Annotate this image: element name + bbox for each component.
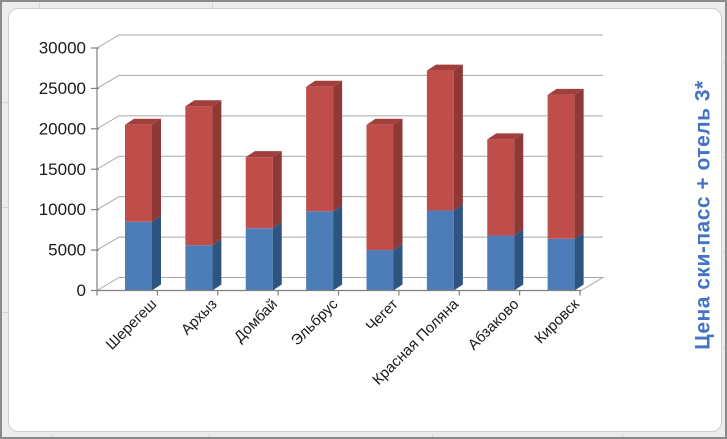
bar-face-front-top [426, 70, 454, 211]
bar-group[interactable] [426, 64, 463, 291]
sheet-gridline [2, 207, 8, 208]
category-label: Шерегеш [103, 296, 160, 353]
bar-face-side-top [333, 80, 343, 212]
vertical-axis-title: Цена ски-пасс + отель 3* [691, 80, 715, 350]
sheet-gridline [2, 102, 8, 103]
bar-face-front-bottom [306, 211, 334, 291]
bar-face-cap [185, 100, 222, 107]
sheet-gridline [723, 157, 725, 158]
bar-face-side-top [514, 133, 524, 236]
bar-face-side-bottom [453, 204, 463, 291]
bar-face-front-top [125, 124, 152, 222]
bar-face-side-top [152, 118, 161, 222]
category-label: Домбай [231, 296, 281, 346]
y-tick-label: 5000 [48, 241, 86, 260]
bar-face-front-bottom [547, 238, 575, 291]
sheet-gridline [723, 62, 725, 63]
y-gridline [96, 236, 603, 251]
bar-face-front-top [306, 86, 334, 212]
bar-face-side-top [393, 118, 403, 251]
bar-face-side-bottom [393, 244, 403, 291]
bar-face-front-top [245, 157, 273, 229]
y-gridline [96, 115, 603, 130]
bar-group[interactable] [245, 151, 282, 291]
bar-face-cap [125, 118, 161, 125]
bar-face-front-top [547, 94, 575, 239]
sheet-gridline [432, 434, 433, 437]
sheet-gridline [212, 2, 213, 8]
category-label: Эльбрус [288, 295, 342, 349]
y-tick-label: 20000 [39, 119, 86, 138]
bar-face-side-bottom [333, 205, 343, 291]
bar-group[interactable] [366, 118, 403, 291]
y-gridline [96, 196, 603, 211]
y-tick-label: 10000 [39, 200, 86, 219]
bar-face-cap [426, 64, 463, 71]
bar-group[interactable] [547, 88, 584, 291]
bar-face-side-bottom [514, 229, 524, 291]
bar-face-front-bottom [366, 250, 394, 291]
bar-face-front-bottom [426, 210, 454, 291]
bar-face-front-top [487, 139, 515, 236]
sheet-gridline [2, 312, 8, 313]
bar-group[interactable] [306, 80, 343, 291]
category-label: Кировск [531, 296, 583, 348]
bar-group[interactable] [185, 100, 222, 291]
sheet-gridline [39, 2, 40, 8]
bar-face-side-bottom [152, 215, 161, 291]
chart-floor [95, 277, 605, 291]
y-gridline [96, 74, 603, 89]
bar-face-front-top [366, 124, 394, 251]
bar-face-front-bottom [125, 221, 152, 291]
y-tick-label: 15000 [39, 160, 86, 179]
bar-face-front-bottom [185, 245, 213, 291]
bar-group[interactable] [125, 118, 161, 291]
bar-face-side-bottom [212, 239, 222, 291]
bar-face-front-bottom [245, 228, 273, 291]
sheet-gridline [622, 434, 623, 437]
bar-face-front-bottom [487, 235, 515, 291]
bar-face-side-top [272, 151, 282, 229]
sheet-gridline [209, 434, 210, 437]
category-label: Архыз [178, 296, 221, 339]
y-gridline [96, 155, 603, 170]
bar-face-side-bottom [272, 222, 282, 291]
bar-face-cap [547, 88, 584, 95]
bar-face-front-top [185, 106, 213, 246]
sheet-gridline [723, 347, 725, 348]
bar-face-side-top [453, 64, 463, 211]
bar-face-side-top [574, 88, 584, 239]
bar-face-side-top [212, 100, 222, 246]
bar-face-cap [487, 133, 524, 140]
y-gridline [96, 34, 603, 49]
sheet-gridline [723, 252, 725, 253]
category-label: Абзаково [465, 296, 523, 354]
y-tick-label: 25000 [39, 79, 86, 98]
bar-face-cap [306, 80, 343, 87]
bar-face-cap [245, 151, 282, 158]
category-label: Чегет [363, 296, 402, 335]
bar-face-side-bottom [574, 232, 584, 291]
sheet-gridline [52, 434, 53, 437]
bar-face-cap [366, 118, 403, 125]
y-tick-label: 0 [77, 281, 86, 300]
bar-group[interactable] [487, 133, 524, 291]
y-tick-label: 30000 [39, 39, 86, 58]
